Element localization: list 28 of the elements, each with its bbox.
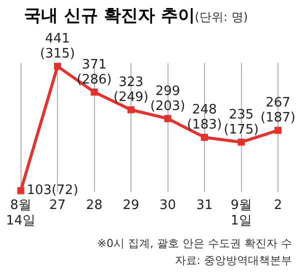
data-label: 235 (175) xyxy=(224,107,259,138)
data-label: 248 (183) xyxy=(187,102,222,133)
x-tick-label: 9월 1일 xyxy=(230,198,252,229)
point xyxy=(274,126,282,134)
x-tick-label: 8월 14일 xyxy=(6,198,36,229)
text: 자료: 중앙방역대책본부 xyxy=(174,253,292,269)
text: ※0시 집계, 괄호 안은 수도권 확진자 수 xyxy=(96,236,292,252)
x-tick-label: 29 xyxy=(122,198,140,213)
point xyxy=(90,88,98,96)
data-label: 103(72) xyxy=(26,183,78,198)
x-tick-label: 27 xyxy=(49,198,66,213)
point xyxy=(164,115,172,122)
data-label: 267 (187) xyxy=(260,96,296,126)
data-label: 299 (203) xyxy=(150,84,186,114)
point xyxy=(238,138,245,146)
x-tick-label: 28 xyxy=(86,198,103,213)
point xyxy=(54,62,62,70)
x-tick-label: 2 xyxy=(274,198,282,213)
point xyxy=(17,187,24,194)
data-label: 441 (315) xyxy=(40,32,75,62)
chart-subtitle: (단위: 명) xyxy=(194,10,248,24)
x-tick-label: 31 xyxy=(196,198,213,213)
chart-title: 국내 신규 확진자 추이 xyxy=(24,6,195,26)
point xyxy=(127,106,135,114)
x-tick-label: 30 xyxy=(159,198,176,213)
data-label: 323 (249) xyxy=(114,75,148,106)
point xyxy=(200,134,208,141)
data-label: 371 (286) xyxy=(76,57,112,88)
